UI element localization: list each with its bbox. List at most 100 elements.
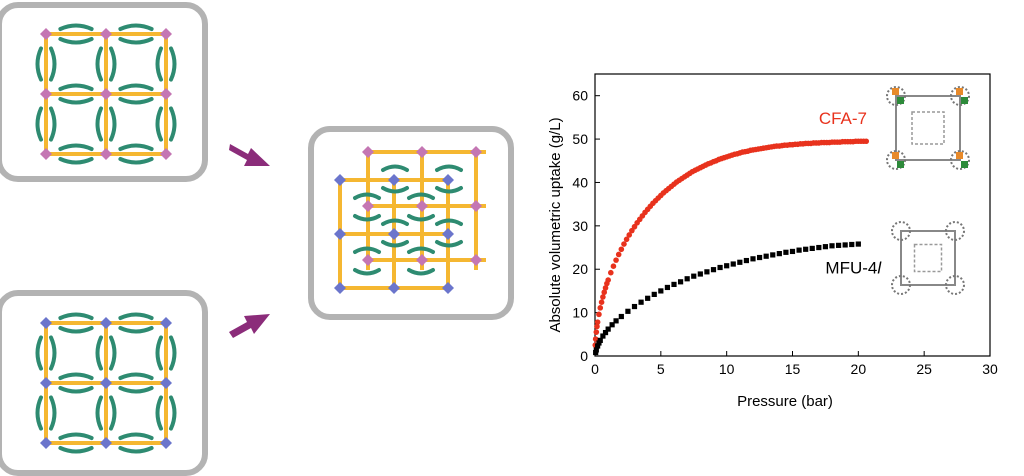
cfa7-label: CFA-7: [819, 109, 867, 128]
metal-node: [416, 146, 428, 158]
metal-node: [470, 254, 482, 266]
y-axis: 0 10 20 30 40 50 60: [572, 88, 600, 364]
arc-mark: [155, 46, 163, 82]
data-point: [626, 232, 633, 238]
arc-mark: [118, 312, 154, 320]
metal-node: [100, 437, 112, 449]
arc-mark: [155, 395, 163, 431]
metal-node: [40, 88, 52, 100]
data-point: [609, 322, 615, 328]
plot-frame: [594, 73, 991, 357]
metal-node: [160, 317, 172, 329]
metal-node: [334, 174, 346, 186]
structure-node: [945, 275, 965, 295]
data-point: [691, 273, 697, 279]
data-point: [763, 253, 769, 259]
arc-mark: [381, 218, 409, 226]
data-point: [822, 244, 829, 250]
data-point: [602, 329, 609, 336]
arc-mark: [95, 46, 103, 82]
arc-mark: [118, 372, 154, 380]
data-point: [613, 257, 619, 263]
data-point: [593, 347, 599, 353]
metal-node: [40, 437, 52, 449]
arc-mark: [435, 218, 463, 226]
data-point: [730, 261, 736, 267]
x-axis-label: Pressure (bar): [737, 393, 833, 410]
data-point: [863, 138, 870, 145]
data-point: [849, 241, 855, 248]
arc-mark: [35, 335, 43, 371]
arc-mark: [35, 46, 43, 82]
arc-mark: [118, 97, 154, 105]
data-point: [618, 246, 625, 253]
structure-atom: [897, 97, 904, 104]
metal-node: [362, 146, 374, 158]
metal-node: [40, 377, 52, 389]
arc-mark: [435, 164, 463, 172]
structure-atom: [961, 97, 968, 104]
data-point: [756, 254, 763, 261]
metal-node: [100, 28, 112, 40]
data-point: [677, 279, 684, 285]
metal-node: [160, 377, 172, 389]
data-point: [697, 271, 703, 277]
data-point: [600, 294, 606, 300]
data-point: [855, 241, 861, 247]
x-tick-label: 25: [916, 361, 932, 377]
data-point: [737, 259, 743, 265]
data-point: [809, 245, 815, 252]
metal-node: [334, 282, 346, 294]
x-axis: 0 5 10 15 20 25 30: [591, 351, 998, 377]
cfa7-structure-image: [886, 86, 970, 170]
arc-mark: [49, 106, 57, 142]
data-point: [710, 267, 717, 273]
structure-node: [950, 86, 970, 106]
framework-lattice: [35, 23, 177, 165]
structure-atom: [956, 88, 963, 95]
arc-mark: [435, 186, 463, 194]
arc-mark: [353, 268, 381, 276]
arc-mark: [118, 23, 154, 31]
arc-mark: [95, 335, 103, 371]
arc-mark: [58, 157, 94, 165]
metal-node: [100, 148, 112, 160]
structure-node: [886, 150, 906, 170]
arc-mark: [353, 214, 381, 222]
arc-mark: [58, 326, 94, 334]
plot-area: [594, 73, 991, 357]
arc-mark: [155, 106, 163, 142]
structure-atom: [961, 161, 968, 168]
metal-node: [388, 174, 400, 186]
data-point: [750, 256, 756, 262]
data-point: [717, 264, 723, 271]
arc-mark: [58, 37, 94, 45]
data-point: [597, 337, 603, 343]
metal-node: [100, 377, 112, 389]
data-point: [593, 329, 600, 335]
data-point: [610, 263, 617, 269]
metal-node: [362, 200, 374, 212]
arc-mark: [58, 97, 94, 105]
x-tick-label: 0: [591, 361, 599, 377]
arc-mark: [169, 335, 177, 371]
data-point: [671, 281, 677, 288]
metal-node: [40, 148, 52, 160]
arc-mark: [381, 186, 409, 194]
y-tick-label: 40: [572, 174, 588, 190]
data-point: [594, 323, 600, 330]
data-point: [816, 244, 822, 251]
structure-inner: [911, 111, 945, 145]
data-point: [789, 248, 796, 255]
data-point: [724, 263, 730, 269]
metal-node: [100, 88, 112, 100]
y-tick-label: 10: [572, 305, 588, 321]
arc-mark: [169, 106, 177, 142]
arc-mark: [435, 240, 463, 248]
data-point: [613, 318, 619, 324]
metal-node: [40, 28, 52, 40]
arc-mark: [49, 46, 57, 82]
data-point: [608, 269, 614, 276]
arc-mark: [58, 23, 94, 31]
data-point: [776, 251, 782, 257]
